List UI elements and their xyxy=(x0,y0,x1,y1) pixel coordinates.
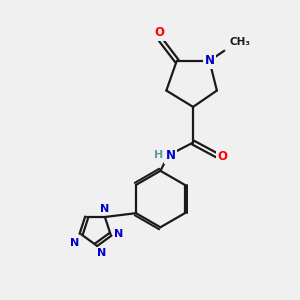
Text: N: N xyxy=(97,248,106,258)
Text: N: N xyxy=(204,54,214,67)
Text: N: N xyxy=(166,149,176,162)
Text: CH₃: CH₃ xyxy=(230,37,250,47)
Text: N: N xyxy=(100,204,110,214)
Text: N: N xyxy=(70,238,79,248)
Text: O: O xyxy=(154,26,164,39)
Text: O: O xyxy=(217,150,227,163)
Text: H: H xyxy=(154,150,164,160)
Text: N: N xyxy=(114,229,124,239)
